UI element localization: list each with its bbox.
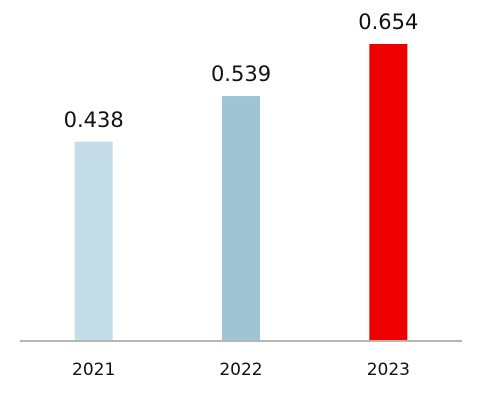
value-label: 0.438 — [64, 108, 124, 132]
x-tick-label: 2021 — [72, 360, 115, 380]
bar — [369, 44, 408, 340]
bar — [74, 141, 113, 340]
x-tick-label: 2023 — [367, 360, 410, 380]
value-label: 0.539 — [211, 62, 271, 86]
x-tick-label: 2022 — [219, 360, 262, 380]
value-label: 0.654 — [358, 10, 418, 34]
bar — [222, 96, 260, 341]
